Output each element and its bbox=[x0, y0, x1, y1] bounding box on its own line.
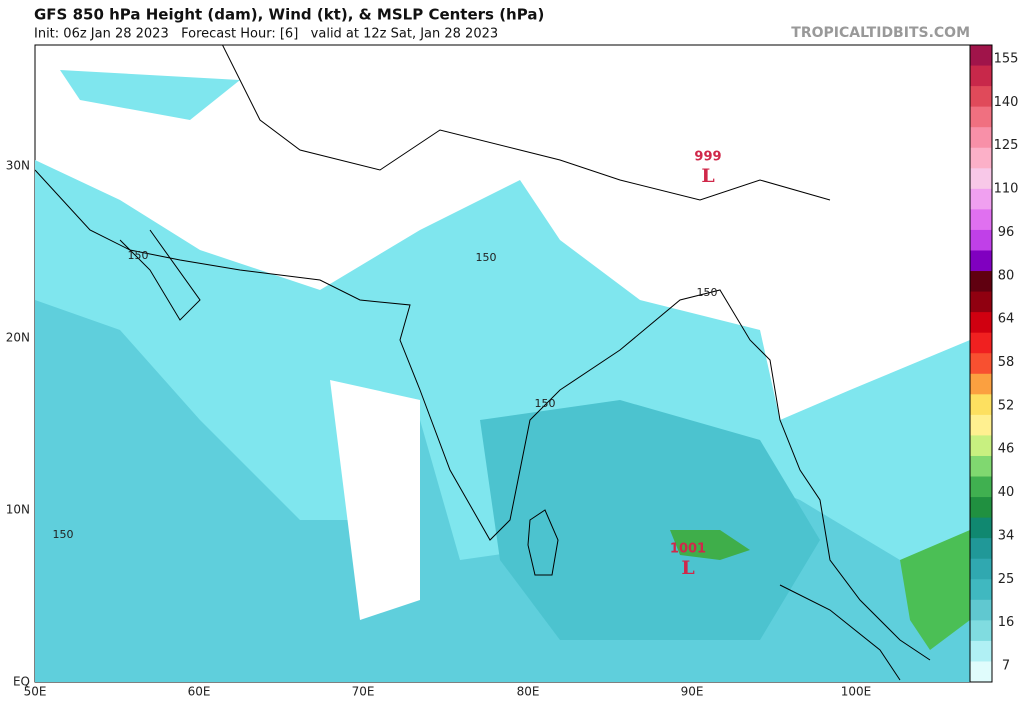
lat-label: 30N bbox=[6, 159, 30, 173]
colorbar-label: 125 bbox=[994, 138, 1019, 153]
contour-label: 150 bbox=[535, 397, 556, 410]
colorbar-segment bbox=[970, 476, 992, 498]
colorbar-segment bbox=[970, 209, 992, 231]
colorbar-segment bbox=[970, 620, 992, 642]
wind-shading bbox=[35, 70, 970, 682]
colorbar-label: 46 bbox=[998, 442, 1015, 457]
colorbar-segment bbox=[970, 661, 992, 683]
lon-label: 50E bbox=[24, 685, 47, 699]
low-symbol: L bbox=[701, 165, 714, 187]
colorbar-label: 25 bbox=[998, 572, 1015, 587]
colorbar-segment bbox=[970, 353, 992, 375]
colorbar-segment bbox=[970, 271, 992, 293]
contour-label: 150 bbox=[697, 286, 718, 299]
colorbar-segment bbox=[970, 455, 992, 478]
map bbox=[34, 44, 971, 683]
colorbar-segment bbox=[970, 168, 992, 190]
low-symbol: L bbox=[681, 557, 694, 579]
contour-label: 150 bbox=[476, 251, 497, 264]
colorbar-label: 155 bbox=[994, 52, 1019, 67]
colorbar-label: 58 bbox=[998, 355, 1015, 370]
colorbar-segment bbox=[970, 558, 992, 580]
colorbar-segment bbox=[970, 435, 992, 457]
colorbar-frame bbox=[969, 44, 993, 683]
colorbar-label: 40 bbox=[998, 485, 1015, 500]
colorbar-label: 34 bbox=[998, 528, 1015, 543]
contour-label: 150 bbox=[128, 249, 149, 262]
coastlines bbox=[35, 45, 931, 681]
colorbar-label: 7 bbox=[1002, 659, 1010, 674]
colorbar-segment bbox=[970, 229, 992, 251]
lon-label: 80E bbox=[517, 685, 540, 699]
colorbar-label: 80 bbox=[998, 268, 1015, 283]
colorbar-label: 140 bbox=[994, 95, 1019, 110]
colorbar-segment bbox=[970, 414, 992, 436]
colorbar-segment bbox=[970, 538, 992, 560]
lon-label: 70E bbox=[352, 685, 375, 699]
colorbar-segment bbox=[970, 147, 992, 169]
colorbar-segment bbox=[970, 45, 992, 67]
colorbar-segment bbox=[970, 291, 992, 313]
colorbar-segment bbox=[970, 106, 992, 128]
lon-label: 90E bbox=[681, 685, 704, 699]
colorbar-segment bbox=[970, 332, 992, 354]
low-pressure: 1001 bbox=[670, 542, 706, 557]
colorbar-segment bbox=[970, 127, 992, 149]
colorbar-segment bbox=[970, 373, 992, 395]
watermark: TROPICALTIDBITS.COM bbox=[791, 25, 970, 41]
colorbar-segment bbox=[970, 250, 992, 272]
lon-label: 100E bbox=[841, 685, 872, 699]
colorbar-label: 52 bbox=[998, 398, 1015, 413]
colorbar-label: 64 bbox=[998, 312, 1015, 327]
colorbar-label: 110 bbox=[994, 182, 1019, 197]
lon-label: 60E bbox=[188, 685, 211, 699]
colorbar-segment bbox=[970, 86, 992, 108]
colorbar-segment bbox=[970, 497, 992, 519]
lat-label: 20N bbox=[6, 331, 30, 345]
colorbar-label: 96 bbox=[998, 225, 1015, 240]
lat-label: 10N bbox=[6, 503, 30, 517]
colorbar-segment bbox=[970, 599, 992, 621]
colorbar-label: 16 bbox=[998, 615, 1015, 630]
lat-label: EQ bbox=[13, 675, 30, 689]
contour-label: 150 bbox=[53, 528, 74, 541]
colorbar-segment bbox=[970, 394, 992, 416]
colorbar-segment bbox=[970, 188, 992, 210]
subtitle: Init: 06z Jan 28 2023 Forecast Hour: [6]… bbox=[34, 27, 498, 42]
colorbar-segment bbox=[970, 579, 992, 601]
low-pressure: 999 bbox=[694, 150, 721, 165]
colorbar-segment bbox=[970, 65, 992, 87]
title: GFS 850 hPa Height (dam), Wind (kt), & M… bbox=[34, 6, 544, 24]
colorbar-segment bbox=[970, 517, 992, 539]
colorbar-segment bbox=[970, 640, 992, 662]
colorbar-segment bbox=[970, 312, 992, 334]
